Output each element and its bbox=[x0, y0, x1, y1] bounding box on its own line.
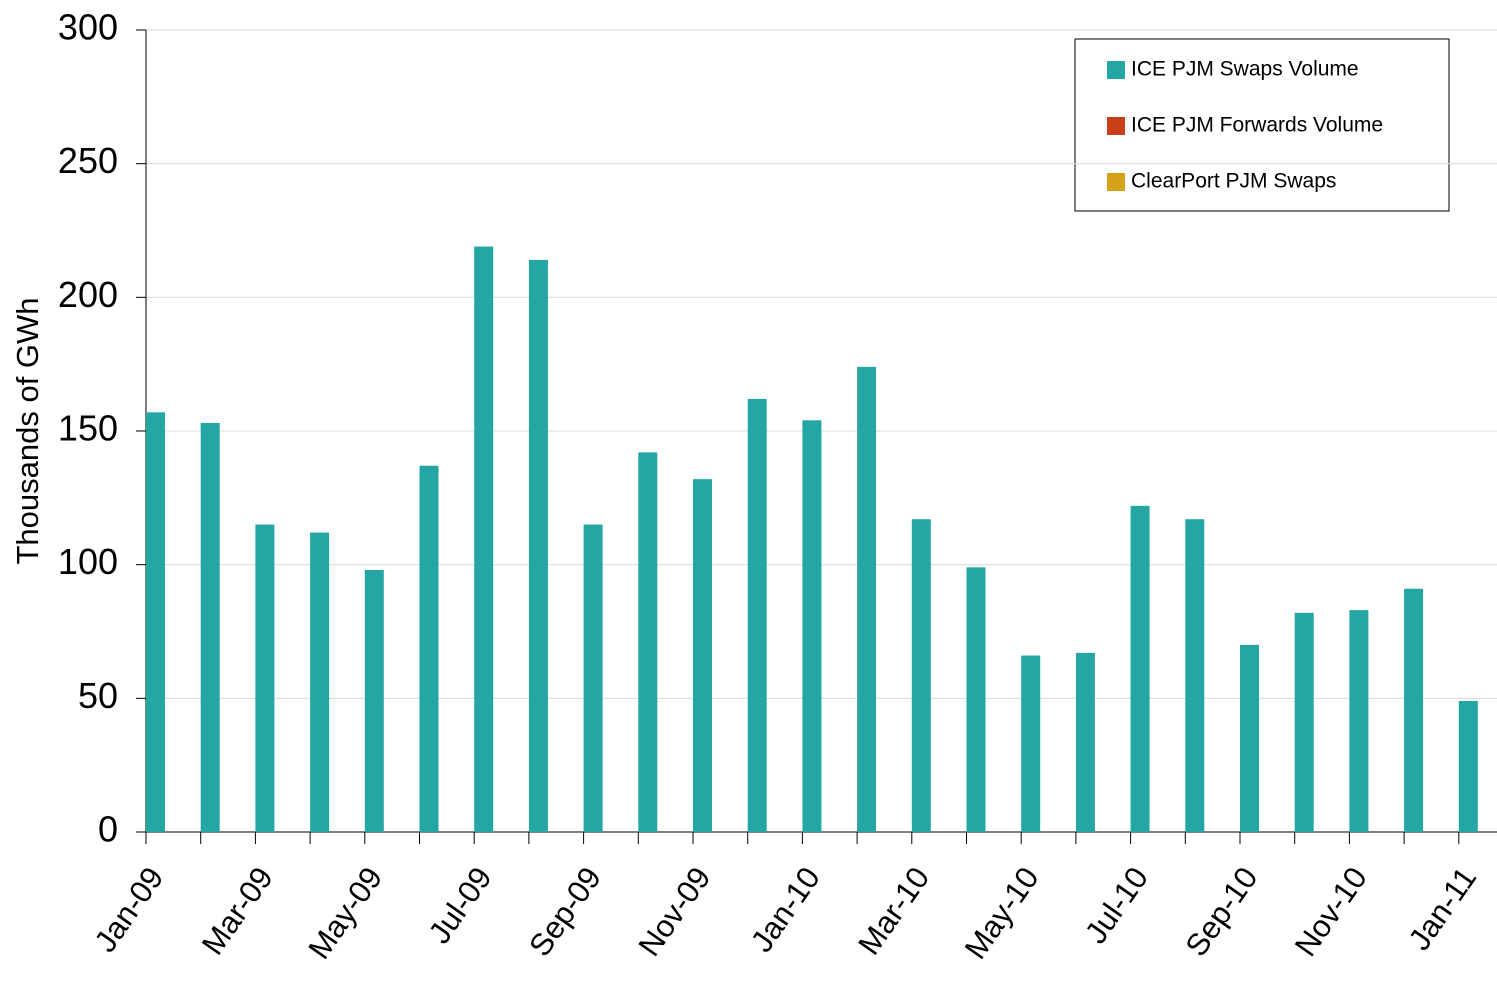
bar bbox=[1349, 610, 1369, 832]
x-tick-label: Jan-09 bbox=[87, 861, 170, 959]
bar bbox=[1404, 588, 1424, 832]
bar bbox=[419, 465, 439, 832]
x-tick-label: Sep-09 bbox=[522, 861, 608, 963]
legend-swatch bbox=[1107, 61, 1125, 79]
y-axis-title: Thousands of GWh bbox=[10, 297, 45, 564]
bar bbox=[1458, 701, 1478, 832]
legend-swatch bbox=[1107, 173, 1125, 191]
legend-swatch bbox=[1107, 117, 1125, 135]
bar bbox=[857, 366, 877, 832]
y-tick-label: 100 bbox=[58, 541, 118, 582]
bar bbox=[966, 567, 986, 832]
bar bbox=[693, 479, 712, 832]
y-tick-label: 300 bbox=[58, 7, 118, 48]
bar bbox=[1130, 505, 1150, 832]
x-tick-label: May-09 bbox=[301, 861, 389, 966]
legend-label: ICE PJM Forwards Volume bbox=[1131, 114, 1383, 137]
bar bbox=[1075, 652, 1095, 832]
bar bbox=[583, 524, 603, 832]
x-tick-label: Jul-10 bbox=[1078, 861, 1155, 950]
bar bbox=[200, 422, 220, 832]
y-tick-label: 150 bbox=[58, 408, 118, 449]
x-tick-label: Nov-10 bbox=[1288, 861, 1374, 963]
x-tick-label: Mar-09 bbox=[195, 861, 280, 962]
bar bbox=[310, 532, 330, 832]
y-tick-label: 0 bbox=[98, 809, 118, 850]
bar bbox=[911, 519, 931, 832]
bar bbox=[528, 259, 548, 832]
y-tick-label: 200 bbox=[58, 274, 118, 315]
y-tick-label: 250 bbox=[58, 140, 118, 181]
bar bbox=[638, 452, 658, 832]
bar bbox=[747, 398, 767, 832]
legend-label: ICE PJM Swaps Volume bbox=[1131, 58, 1359, 81]
bar bbox=[802, 420, 822, 832]
x-tick-label: Jan-11 bbox=[1402, 861, 1484, 957]
bar bbox=[1185, 519, 1205, 832]
x-tick-label: May-10 bbox=[958, 861, 1046, 966]
bar bbox=[1294, 612, 1314, 832]
x-tick-label: Mar-10 bbox=[851, 861, 936, 962]
bar bbox=[364, 570, 384, 832]
y-tick-label: 50 bbox=[78, 675, 118, 716]
x-tick-label: Sep-10 bbox=[1178, 861, 1264, 963]
legend-label: ClearPort PJM Swaps bbox=[1131, 170, 1336, 193]
bar bbox=[146, 412, 165, 832]
legend-box bbox=[1074, 38, 1450, 212]
bar bbox=[255, 524, 275, 832]
x-tick-label: Nov-09 bbox=[631, 861, 717, 963]
bar bbox=[1021, 655, 1041, 832]
bar bbox=[474, 246, 494, 833]
x-tick-label: Jul-09 bbox=[422, 861, 499, 950]
x-tick-label: Jan-10 bbox=[744, 861, 827, 959]
bar bbox=[1240, 644, 1259, 832]
